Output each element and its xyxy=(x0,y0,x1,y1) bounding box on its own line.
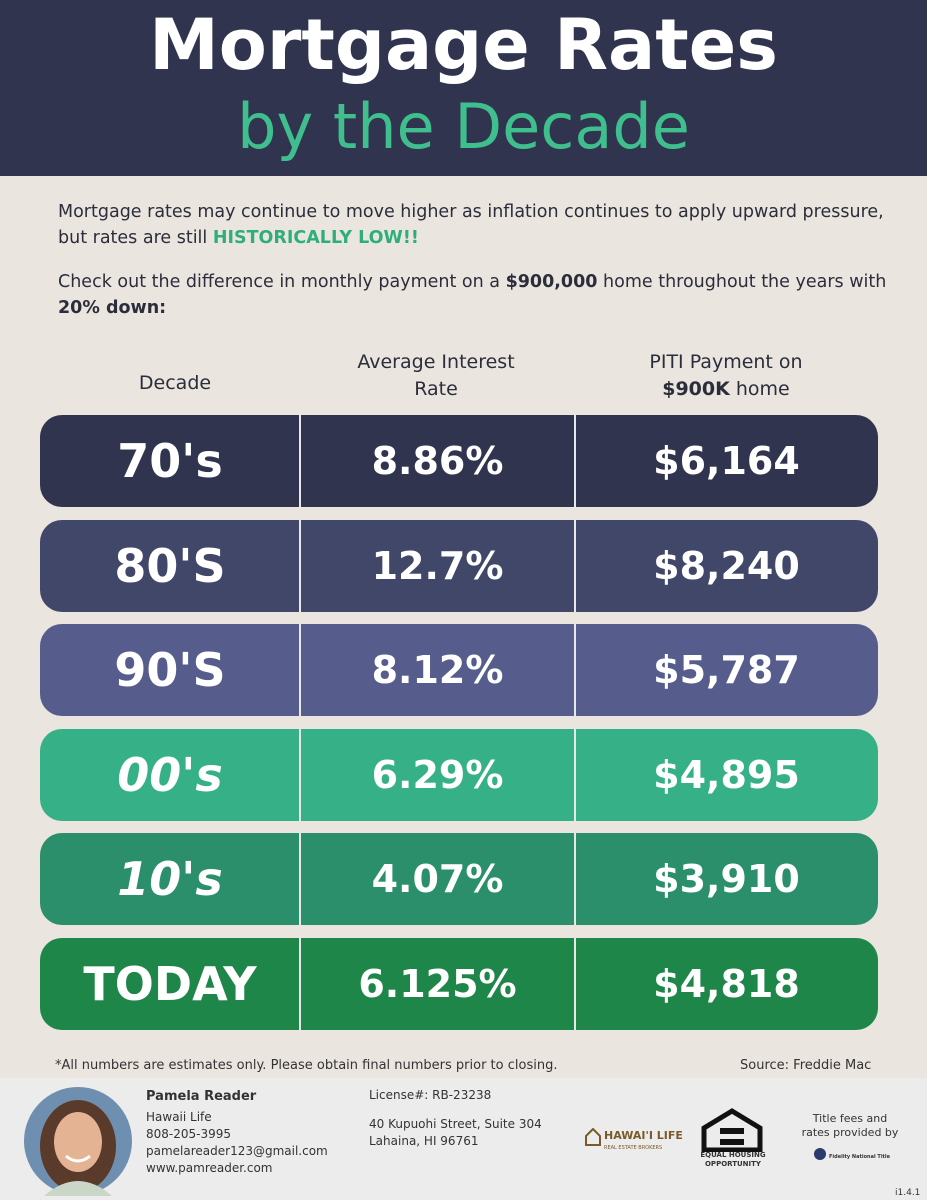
agent-phone: 808-205-3995 xyxy=(146,1127,232,1141)
text: PITI Payment on xyxy=(649,351,803,373)
decade: 10's xyxy=(117,852,223,906)
title-logo-icon xyxy=(814,1148,826,1160)
footnote: *All numbers are estimates only. Please … xyxy=(55,1058,558,1073)
table-row: 10's 4.07% $3,910 xyxy=(40,833,878,925)
subtitle: by the Decade xyxy=(237,90,690,163)
text: home xyxy=(729,378,790,400)
column-divider xyxy=(574,624,576,716)
text: home throughout the years with xyxy=(597,272,887,292)
column-divider xyxy=(574,519,576,612)
column-header: Average Interest Rate xyxy=(357,351,515,400)
column-divider xyxy=(299,728,301,821)
table-row: TODAY 6.125% $4,818 xyxy=(40,937,878,1030)
title: Mortgage Rates xyxy=(149,4,778,86)
payment: $5,787 xyxy=(653,648,800,692)
column-divider xyxy=(299,415,301,507)
address-line: 40 Kupuohi Street, Suite 304 xyxy=(369,1117,542,1131)
equal-housing-text: EQUAL HOUSING OPPORTUNITY xyxy=(700,1151,766,1168)
highlight: $900,000 xyxy=(505,272,598,292)
interest-rate: 6.125% xyxy=(358,961,517,1006)
highlight: 20% down: xyxy=(58,298,167,318)
column-divider xyxy=(574,937,576,1030)
agent-photo xyxy=(24,1087,132,1196)
column-divider xyxy=(299,833,301,925)
payment: $6,164 xyxy=(653,439,800,483)
payment: $8,240 xyxy=(653,543,800,588)
table-row: 00's 6.29% $4,895 xyxy=(40,728,878,821)
column-header: PITI Payment on $900K home xyxy=(596,349,856,403)
text: Mortgage rates may continue to move high… xyxy=(58,202,884,248)
interest-rate: 8.86% xyxy=(371,439,504,483)
intro-paragraph: Mortgage rates may continue to move high… xyxy=(58,199,888,251)
column-divider xyxy=(299,519,301,612)
version: i1.4.1 xyxy=(895,1188,921,1198)
table-row: 90'S 8.12% $5,787 xyxy=(40,624,878,716)
interest-rate: 8.12% xyxy=(371,648,504,692)
column-divider xyxy=(299,937,301,1030)
source: Source: Freddie Mac xyxy=(740,1058,872,1073)
title-credit: Title fees and rates provided by xyxy=(801,1112,899,1139)
license: License#: RB-23238 xyxy=(369,1088,492,1102)
logo-icon xyxy=(585,1128,601,1146)
decade: 00's xyxy=(117,747,223,802)
table-row: 80'S 12.7% $8,240 xyxy=(40,519,878,612)
payment: $3,910 xyxy=(653,857,800,901)
column-divider xyxy=(574,728,576,821)
decade: 80'S xyxy=(114,538,226,593)
payment: $4,895 xyxy=(653,752,800,797)
table-row: 70's 8.86% $6,164 xyxy=(40,415,878,507)
column-divider xyxy=(574,833,576,925)
decade: 70's xyxy=(117,434,223,488)
agent-email: pamelareader123@gmail.com xyxy=(146,1144,328,1158)
decade: 90'S xyxy=(114,643,226,697)
header: Mortgage Rates by the Decade xyxy=(0,0,927,176)
payment: $4,818 xyxy=(653,961,800,1006)
agent-website: www.pamreader.com xyxy=(146,1161,273,1175)
title-company: Fidelity National Title xyxy=(829,1154,891,1160)
text: Check out the difference in monthly paym… xyxy=(58,272,506,292)
interest-rate: 12.7% xyxy=(371,543,504,588)
agent-company: Hawaii Life xyxy=(146,1110,212,1124)
column-header: Decade xyxy=(138,372,212,394)
intro-paragraph: Check out the difference in monthly paym… xyxy=(58,269,888,321)
agent-name: Pamela Reader xyxy=(146,1089,257,1104)
column-divider xyxy=(574,415,576,507)
address-line: Lahaina, HI 96761 xyxy=(369,1134,479,1148)
footer: Pamela Reader Hawaii Life 808-205-3995 p… xyxy=(0,1078,927,1200)
column-divider xyxy=(299,624,301,716)
text: $900K xyxy=(662,378,730,400)
highlight: HISTORICALLY LOW!! xyxy=(212,228,419,248)
interest-rate: 6.29% xyxy=(371,752,504,797)
decade: TODAY xyxy=(83,956,257,1011)
interest-rate: 4.07% xyxy=(371,857,504,901)
equal-housing-icon xyxy=(701,1108,763,1152)
brokerage-logo: HAWAI'I LIFE xyxy=(604,1129,683,1142)
brokerage-tagline: REAL ESTATE BROKERS xyxy=(604,1145,663,1151)
